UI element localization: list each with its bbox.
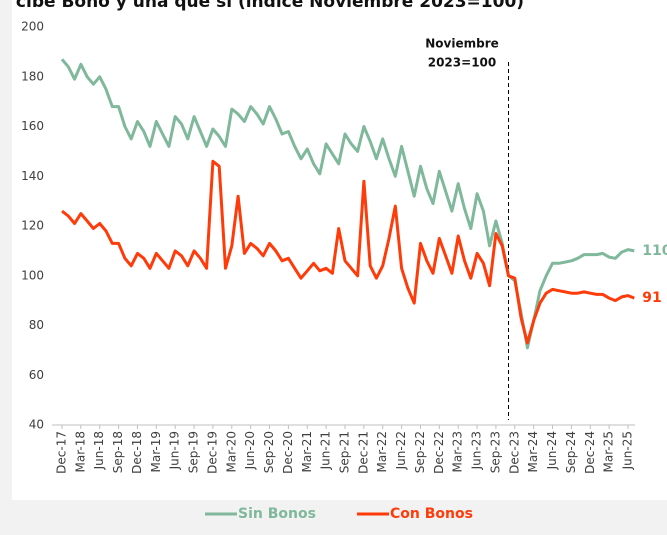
x-tick-label: Dec-23 xyxy=(507,431,521,474)
series-line xyxy=(61,159,635,345)
y-tick-label: 60 xyxy=(29,368,44,382)
annotation: 2023=100 xyxy=(428,56,497,70)
x-tick-label: Mar-24 xyxy=(526,431,540,472)
x-tick-label: Mar-22 xyxy=(375,431,389,472)
y-tick-label: 40 xyxy=(29,418,44,432)
chart-title: cibe Bono y una que sí (índice Noviembre… xyxy=(16,0,524,12)
x-tick-label: Mar-18 xyxy=(73,431,87,472)
x-tick-label: Sep-21 xyxy=(338,431,352,473)
x-tick-label: Mar-20 xyxy=(224,431,238,472)
x-tick-label: Sep-18 xyxy=(111,431,125,473)
x-tick-label: Jun-20 xyxy=(243,431,257,470)
x-tick-label: Dec-17 xyxy=(55,431,69,474)
x-tick-label: Sep-20 xyxy=(262,431,276,473)
x-tick-label: Mar-21 xyxy=(300,431,314,472)
x-tick-label: Dec-18 xyxy=(130,431,144,474)
x-tick-label: Jun-23 xyxy=(470,431,484,470)
x-tick-label: Mar-19 xyxy=(149,431,163,472)
x-tick-label: Mar-25 xyxy=(602,431,616,472)
x-tick-label: Mar-23 xyxy=(451,431,465,472)
y-tick-label: 120 xyxy=(21,219,44,233)
legend-label: Sin Bonos xyxy=(238,506,316,522)
x-tick-label: Jun-21 xyxy=(319,431,333,470)
end-label: 110 xyxy=(642,243,667,259)
y-tick-label: 80 xyxy=(29,318,44,332)
x-tick-label: Jun-19 xyxy=(168,431,182,470)
annotation: Noviembre xyxy=(425,37,499,51)
x-tick-label: Jun-22 xyxy=(394,431,408,470)
x-tick-label: Jun-24 xyxy=(545,431,559,470)
y-tick-label: 200 xyxy=(21,20,44,34)
end-label: 91 xyxy=(642,290,661,306)
x-tick-label: Dec-22 xyxy=(432,431,446,474)
x-tick-label: Jun-18 xyxy=(92,431,106,470)
y-tick-label: 160 xyxy=(21,119,44,133)
y-tick-label: 140 xyxy=(21,169,44,183)
x-tick-label: Dec-19 xyxy=(205,431,219,474)
x-tick-label: Sep-23 xyxy=(488,431,502,473)
legend-label: Con Bonos xyxy=(390,506,473,522)
y-tick-label: 180 xyxy=(21,69,44,83)
y-tick-label: 100 xyxy=(21,268,44,282)
x-tick-label: Dec-24 xyxy=(583,431,597,474)
x-tick-label: Jun-25 xyxy=(621,431,635,470)
x-tick-label: Sep-19 xyxy=(187,431,201,473)
x-tick-label: Dec-21 xyxy=(356,431,370,474)
x-tick-label: Dec-20 xyxy=(281,431,295,474)
series-line xyxy=(60,58,635,350)
x-tick-label: Sep-22 xyxy=(413,431,427,473)
x-tick-label: Sep-24 xyxy=(564,431,578,473)
